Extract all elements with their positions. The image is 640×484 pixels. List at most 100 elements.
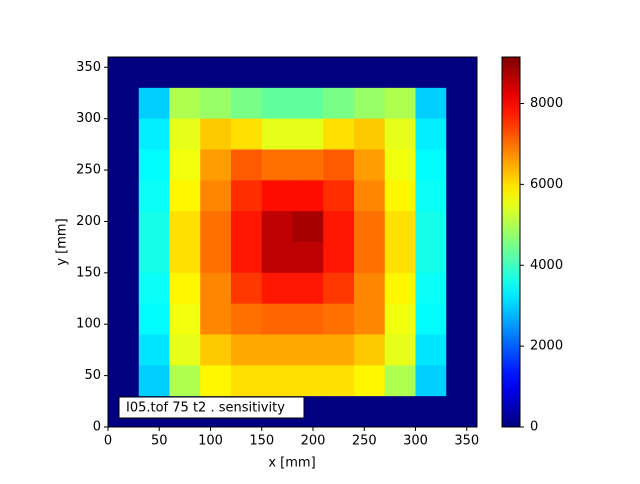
plot-frame xyxy=(107,56,478,428)
heat-cell xyxy=(384,242,416,274)
heat-cell xyxy=(415,87,447,120)
heat-cell xyxy=(354,118,386,150)
heat-cell xyxy=(261,87,293,120)
heat-cell xyxy=(415,272,447,305)
y-tick-label: 0 xyxy=(93,420,101,435)
heat-cell xyxy=(446,334,478,366)
heat-cell xyxy=(446,365,478,397)
heat-cell xyxy=(138,365,170,397)
heat-cell xyxy=(354,334,386,366)
heat-cell xyxy=(169,272,201,305)
heat-cell xyxy=(138,87,170,120)
heat-cell xyxy=(200,118,232,150)
heat-cell xyxy=(231,272,263,305)
heat-cell xyxy=(231,303,263,335)
heat-cell xyxy=(323,396,355,428)
heat-cell xyxy=(138,149,170,181)
y-tick-label: 250 xyxy=(76,163,101,178)
heat-cell xyxy=(138,211,170,243)
heat-cell xyxy=(446,87,478,120)
heat-cell xyxy=(354,242,386,274)
x-tick-label: 200 xyxy=(301,434,326,449)
heat-cell xyxy=(354,149,386,181)
heat-cell xyxy=(415,365,447,397)
heat-cell xyxy=(108,272,140,305)
heat-cell xyxy=(200,149,232,181)
heat-cell xyxy=(108,180,140,212)
heat-cell xyxy=(169,118,201,150)
y-tick-label: 150 xyxy=(76,265,101,280)
heat-cell xyxy=(261,180,293,212)
heat-cell xyxy=(354,211,386,243)
heat-cell xyxy=(323,57,355,89)
heat-cell xyxy=(261,303,293,335)
heat-cell xyxy=(231,242,263,274)
heat-cell xyxy=(446,303,478,335)
heat-cell xyxy=(231,87,263,120)
heat-cell xyxy=(261,57,293,89)
heat-cell xyxy=(200,180,232,212)
heat-cell xyxy=(292,242,324,274)
heat-cell xyxy=(323,365,355,397)
colorbar-tick-label: 6000 xyxy=(530,177,563,192)
heat-cell xyxy=(261,118,293,150)
x-tick-label: 250 xyxy=(352,434,377,449)
annotation: I05.tof 75 t2 . sensitivity xyxy=(126,401,285,416)
heat-cell xyxy=(446,211,478,243)
heat-cell xyxy=(200,365,232,397)
heat-cell xyxy=(384,211,416,243)
heat-cell xyxy=(200,211,232,243)
heat-cell xyxy=(169,365,201,397)
heatmap xyxy=(108,57,478,428)
heat-cell xyxy=(446,118,478,150)
heat-cell xyxy=(384,334,416,366)
heat-cell xyxy=(261,149,293,181)
heat-cell xyxy=(384,57,416,89)
heat-cell xyxy=(200,87,232,120)
heat-cell xyxy=(384,272,416,305)
y-tick-label: 200 xyxy=(76,214,101,229)
heat-cell xyxy=(292,118,324,150)
x-tick-label: 350 xyxy=(454,434,479,449)
heat-cell xyxy=(261,272,293,305)
heat-cell xyxy=(261,211,293,243)
heat-cell xyxy=(446,272,478,305)
heat-cell xyxy=(138,334,170,366)
heat-cell xyxy=(384,396,416,428)
heat-cell xyxy=(108,57,140,89)
heat-cell xyxy=(108,365,140,397)
colorbar-tick-label: 8000 xyxy=(530,96,563,111)
heat-cell xyxy=(323,180,355,212)
heat-cell xyxy=(415,118,447,150)
heat-cell xyxy=(138,242,170,274)
heat-cell xyxy=(415,334,447,366)
heat-cell xyxy=(323,334,355,366)
heat-cell xyxy=(169,211,201,243)
heat-cell xyxy=(323,118,355,150)
heat-cell xyxy=(231,149,263,181)
heat-cell xyxy=(231,180,263,212)
heat-cell xyxy=(354,303,386,335)
heat-cell xyxy=(354,272,386,305)
heat-cell xyxy=(169,242,201,274)
x-tick-label: 150 xyxy=(249,434,274,449)
heat-cell xyxy=(231,365,263,397)
heat-cell xyxy=(446,180,478,212)
heat-cell xyxy=(354,396,386,428)
heat-cell xyxy=(231,334,263,366)
heat-cell xyxy=(446,149,478,181)
heat-cell xyxy=(169,57,201,89)
heat-cell xyxy=(323,87,355,120)
heat-cell xyxy=(354,57,386,89)
y-tick-label: 100 xyxy=(76,317,101,332)
heat-cell xyxy=(200,303,232,335)
heat-cell xyxy=(415,180,447,212)
heat-cell xyxy=(261,242,293,274)
heat-cell xyxy=(292,149,324,181)
heat-cell xyxy=(108,149,140,181)
heat-cell xyxy=(108,242,140,274)
heat-cell xyxy=(108,303,140,335)
y-axis-label: y [mm] xyxy=(55,218,70,265)
x-axis-label: x [mm] xyxy=(268,456,315,471)
